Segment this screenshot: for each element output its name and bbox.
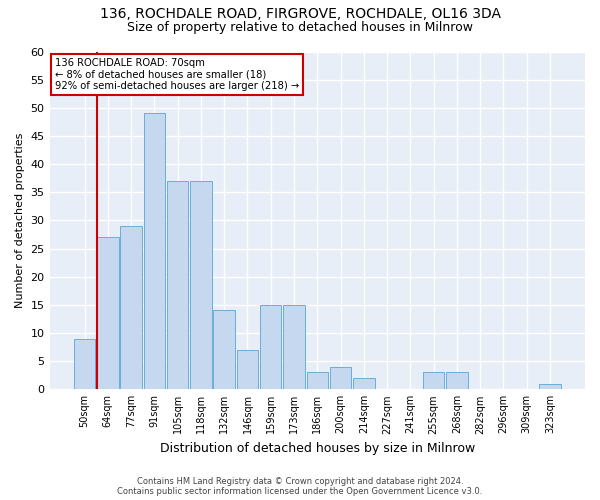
Bar xyxy=(353,378,374,390)
Text: 136, ROCHDALE ROAD, FIRGROVE, ROCHDALE, OL16 3DA: 136, ROCHDALE ROAD, FIRGROVE, ROCHDALE, … xyxy=(100,8,500,22)
Y-axis label: Number of detached properties: Number of detached properties xyxy=(15,132,25,308)
Text: Contains HM Land Registry data © Crown copyright and database right 2024.
Contai: Contains HM Land Registry data © Crown c… xyxy=(118,476,482,496)
Bar xyxy=(190,181,212,390)
Bar xyxy=(237,350,258,390)
X-axis label: Distribution of detached houses by size in Milnrow: Distribution of detached houses by size … xyxy=(160,442,475,455)
Bar xyxy=(330,367,351,390)
Bar xyxy=(97,238,119,390)
Bar xyxy=(260,305,281,390)
Bar xyxy=(446,372,467,390)
Text: Size of property relative to detached houses in Milnrow: Size of property relative to detached ho… xyxy=(127,21,473,34)
Text: 136 ROCHDALE ROAD: 70sqm
← 8% of detached houses are smaller (18)
92% of semi-de: 136 ROCHDALE ROAD: 70sqm ← 8% of detache… xyxy=(55,58,299,92)
Bar xyxy=(307,372,328,390)
Bar xyxy=(74,338,95,390)
Bar xyxy=(539,384,560,390)
Bar xyxy=(423,372,445,390)
Bar xyxy=(283,305,305,390)
Bar xyxy=(167,181,188,390)
Bar xyxy=(143,114,165,390)
Bar xyxy=(214,310,235,390)
Bar xyxy=(121,226,142,390)
